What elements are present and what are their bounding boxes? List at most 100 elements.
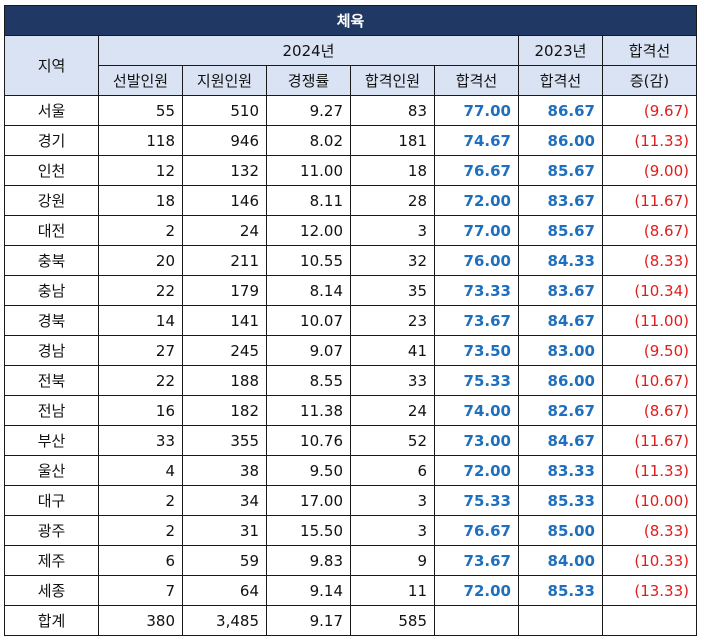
cutoff-2024-cell: 76.00	[434, 245, 519, 276]
change-cell: (8.33)	[602, 515, 697, 546]
applicants-cell: 141	[182, 305, 267, 336]
passers-cell: 83	[350, 95, 435, 126]
passers-cell: 23	[350, 305, 435, 336]
selected-cell: 2	[98, 485, 183, 516]
competition-cell: 11.38	[266, 395, 351, 426]
region-cell: 광주	[4, 515, 99, 546]
passers-cell: 33	[350, 365, 435, 396]
region-cell: 충북	[4, 245, 99, 276]
competition-cell: 9.83	[266, 545, 351, 576]
cutoff-2023-cell: 85.67	[518, 155, 603, 186]
selected-cell: 16	[98, 395, 183, 426]
change-cell: (9.00)	[602, 155, 697, 186]
applicants-cell: 34	[182, 485, 267, 516]
passers-cell: 9	[350, 545, 435, 576]
cutoff-2024-cell: 75.33	[434, 485, 519, 516]
change-cell	[602, 605, 697, 636]
cutoff-2023-cell: 85.67	[518, 215, 603, 246]
cutoff-2023-cell: 83.67	[518, 275, 603, 306]
applicants-cell: 3,485	[182, 605, 267, 636]
table-row: 세종 7 64 9.14 11 72.00 85.33 (13.33)	[4, 575, 697, 606]
region-cell: 경남	[4, 335, 99, 366]
cutoff-2024-cell: 73.33	[434, 275, 519, 306]
cutoff-2023-cell: 84.00	[518, 545, 603, 576]
passers-cell: 41	[350, 335, 435, 366]
change-cell: (11.00)	[602, 305, 697, 336]
change-cell: (11.67)	[602, 185, 697, 216]
passers-cell: 28	[350, 185, 435, 216]
cutoff-2024-cell: 77.00	[434, 215, 519, 246]
selected-cell: 55	[98, 95, 183, 126]
passers-cell: 24	[350, 395, 435, 426]
cutoff-2024-cell	[434, 605, 519, 636]
selected-cell: 118	[98, 125, 183, 156]
region-cell: 대구	[4, 485, 99, 516]
cutoff-2024-cell: 77.00	[434, 95, 519, 126]
region-cell: 부산	[4, 425, 99, 456]
applicants-cell: 64	[182, 575, 267, 606]
cutoff-2023-cell: 82.67	[518, 395, 603, 426]
change-cell: (10.67)	[602, 365, 697, 396]
table-row: 충남 22 179 8.14 35 73.33 83.67 (10.34)	[4, 275, 697, 306]
cutoff-2024-cell: 73.67	[434, 545, 519, 576]
cutoff-2024-cell: 73.00	[434, 425, 519, 456]
change-cell: (9.67)	[602, 95, 697, 126]
applicants-cell: 132	[182, 155, 267, 186]
competition-cell: 8.55	[266, 365, 351, 396]
selected-cell: 6	[98, 545, 183, 576]
cutoff-2023-cell: 83.33	[518, 455, 603, 486]
header-passers: 합격인원	[350, 65, 435, 96]
passers-cell: 32	[350, 245, 435, 276]
selected-cell: 22	[98, 365, 183, 396]
region-cell: 전남	[4, 395, 99, 426]
competition-cell: 10.07	[266, 305, 351, 336]
table-row: 전남 16 182 11.38 24 74.00 82.67 (8.67)	[4, 395, 697, 426]
passers-cell: 11	[350, 575, 435, 606]
table-row: 전북 22 188 8.55 33 75.33 86.00 (10.67)	[4, 365, 697, 396]
region-cell: 세종	[4, 575, 99, 606]
table-row: 강원 18 146 8.11 28 72.00 83.67 (11.67)	[4, 185, 697, 216]
table-row: 인천 12 132 11.00 18 76.67 85.67 (9.00)	[4, 155, 697, 186]
cutoff-2024-cell: 76.67	[434, 155, 519, 186]
applicants-cell: 182	[182, 395, 267, 426]
table-row: 대구 2 34 17.00 3 75.33 85.33 (10.00)	[4, 485, 697, 516]
competition-cell: 17.00	[266, 485, 351, 516]
table-row: 경북 14 141 10.07 23 73.67 84.67 (11.00)	[4, 305, 697, 336]
cutoff-2023-cell	[518, 605, 603, 636]
competition-cell: 8.14	[266, 275, 351, 306]
region-cell: 합계	[4, 605, 99, 636]
competition-cell: 9.07	[266, 335, 351, 366]
cutoff-2023-cell: 83.67	[518, 185, 603, 216]
change-cell: (11.33)	[602, 455, 697, 486]
header-year-2024: 2024년	[98, 35, 519, 66]
competition-cell: 11.00	[266, 155, 351, 186]
header-applicants: 지원인원	[182, 65, 267, 96]
header-selected: 선발인원	[98, 65, 183, 96]
applicants-cell: 946	[182, 125, 267, 156]
region-cell: 경북	[4, 305, 99, 336]
applicants-cell: 510	[182, 95, 267, 126]
applicants-cell: 146	[182, 185, 267, 216]
selected-cell: 27	[98, 335, 183, 366]
cutoff-2024-cell: 73.67	[434, 305, 519, 336]
region-cell: 충남	[4, 275, 99, 306]
competition-cell: 8.11	[266, 185, 351, 216]
passers-cell: 3	[350, 515, 435, 546]
region-cell: 대전	[4, 215, 99, 246]
cutoff-2024-cell: 76.67	[434, 515, 519, 546]
applicants-cell: 245	[182, 335, 267, 366]
competition-cell: 10.76	[266, 425, 351, 456]
applicants-cell: 355	[182, 425, 267, 456]
change-cell: (10.34)	[602, 275, 697, 306]
change-cell: (11.67)	[602, 425, 697, 456]
table-row: 경기 118 946 8.02 181 74.67 86.00 (11.33)	[4, 125, 697, 156]
cutoff-2023-cell: 84.67	[518, 425, 603, 456]
change-cell: (8.67)	[602, 215, 697, 246]
competition-cell: 12.00	[266, 215, 351, 246]
header-year-2023: 2023년	[518, 35, 603, 66]
score-table: 체육 지역 2024년 2023년 합격선 선발인원 지원인원 경쟁률 합격인원…	[4, 5, 697, 636]
cutoff-2023-cell: 86.00	[518, 125, 603, 156]
header-region: 지역	[4, 35, 99, 96]
passers-cell: 18	[350, 155, 435, 186]
applicants-cell: 179	[182, 275, 267, 306]
